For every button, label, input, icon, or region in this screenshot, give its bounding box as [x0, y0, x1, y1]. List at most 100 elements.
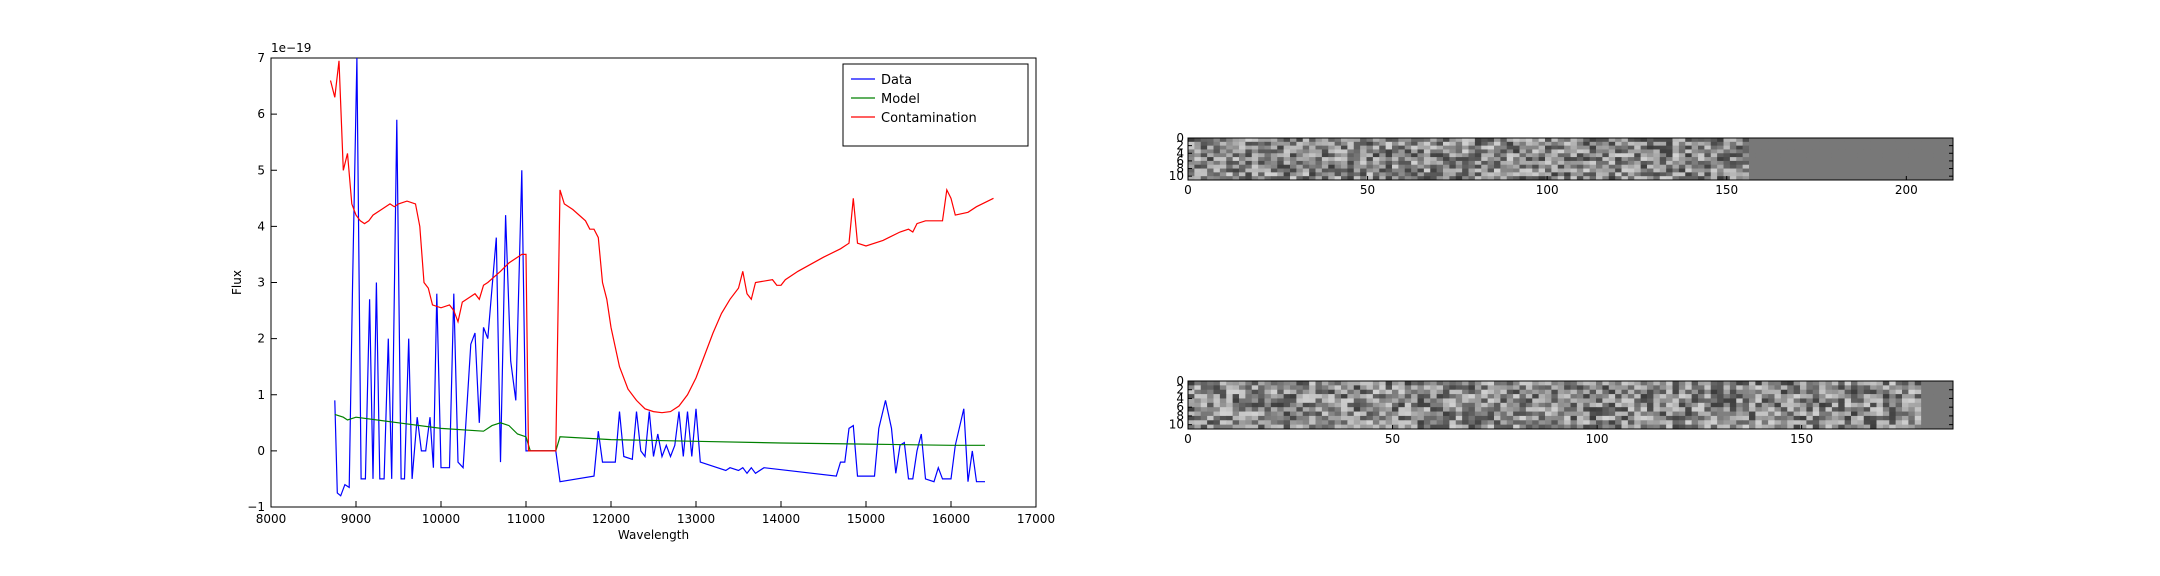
pixel [1423, 145, 1431, 150]
pixel [1583, 385, 1591, 391]
pixel [1685, 168, 1693, 173]
pixel [1659, 411, 1667, 417]
pixel [1698, 160, 1705, 166]
pixel [1506, 394, 1514, 399]
pixel [1946, 145, 1954, 150]
pixel [1838, 145, 1846, 150]
pixel [1589, 420, 1597, 426]
pixel [1264, 164, 1272, 169]
pixel [1761, 385, 1769, 391]
pixel [1742, 164, 1750, 169]
pixel [1647, 160, 1654, 166]
pixel [1366, 153, 1374, 158]
pixel [1538, 389, 1546, 395]
pixel [1819, 424, 1826, 430]
pixel [1710, 168, 1718, 173]
pixel [1627, 420, 1635, 426]
pixel [1902, 411, 1909, 417]
pixel [1774, 389, 1782, 395]
pixel [1596, 157, 1603, 162]
pixel [1481, 415, 1489, 421]
pixel [1474, 141, 1482, 147]
pixel [1933, 172, 1941, 177]
pixel [1551, 149, 1559, 154]
pixel [1372, 385, 1380, 391]
pixel [1851, 145, 1858, 150]
pixel [1360, 389, 1367, 395]
pixel [1494, 407, 1501, 412]
pixel [1430, 420, 1438, 426]
pixel [1239, 160, 1246, 166]
pixel [1710, 407, 1718, 412]
pixel [1251, 394, 1259, 399]
pixel [1264, 381, 1272, 386]
pixel [1213, 141, 1221, 147]
pixel [1647, 411, 1654, 417]
pixel [1863, 168, 1871, 173]
pixel [1372, 145, 1380, 150]
pixel [1290, 138, 1297, 143]
pixel [1882, 164, 1890, 169]
pixel [1946, 415, 1954, 421]
pixel [1328, 138, 1336, 143]
pixel [1825, 389, 1833, 395]
pixel [1404, 168, 1412, 173]
pixel [1615, 385, 1622, 391]
pixel [1806, 141, 1814, 147]
pixel [1940, 411, 1948, 417]
pixel [1455, 389, 1463, 395]
pixel [1729, 149, 1737, 154]
pixel [1851, 153, 1858, 158]
pixel [1946, 394, 1954, 399]
pixel [1239, 138, 1246, 143]
pixel [1468, 164, 1476, 169]
pixel [1436, 385, 1444, 391]
pixel [1455, 153, 1463, 158]
pixel [1831, 153, 1839, 158]
pixel [1366, 149, 1374, 154]
pixel [1557, 394, 1565, 399]
pixel [1787, 394, 1795, 399]
pixel [1290, 141, 1297, 147]
pixel [1621, 164, 1629, 169]
pixel [1704, 145, 1712, 150]
pixel [1341, 389, 1348, 395]
pixel [1270, 145, 1278, 150]
pixel [1749, 420, 1756, 426]
pixel [1761, 420, 1769, 426]
pixel [1678, 153, 1686, 158]
pixel [1698, 157, 1705, 162]
pixel [1455, 172, 1463, 177]
pixel [1946, 141, 1954, 147]
pixel [1188, 153, 1195, 158]
pixel [1729, 415, 1737, 421]
pixel [1647, 153, 1654, 158]
pixel [1787, 157, 1795, 162]
pixel [1659, 172, 1667, 177]
pixel [1749, 141, 1756, 147]
pixel [1749, 411, 1756, 417]
pixel [1889, 381, 1897, 386]
pixel [1729, 424, 1737, 430]
pixel [1321, 176, 1329, 181]
pixel [1385, 145, 1393, 150]
pixel [1844, 145, 1852, 150]
pixel [1838, 407, 1846, 412]
pixel [1283, 168, 1291, 173]
pixel [1921, 381, 1928, 386]
pixel [1666, 389, 1673, 395]
pixel [1379, 141, 1387, 147]
pixel [1729, 420, 1737, 426]
pixel [1780, 164, 1788, 169]
pixel [1302, 138, 1310, 143]
pixel [1570, 138, 1578, 143]
pixel [1321, 153, 1329, 158]
pixel [1761, 424, 1769, 430]
pixel [1927, 176, 1935, 181]
pixel [1838, 402, 1846, 408]
pixel [1417, 385, 1425, 391]
pixel [1570, 411, 1578, 417]
pixel [1723, 385, 1731, 391]
pixel [1513, 172, 1520, 177]
pixel [1608, 172, 1616, 177]
